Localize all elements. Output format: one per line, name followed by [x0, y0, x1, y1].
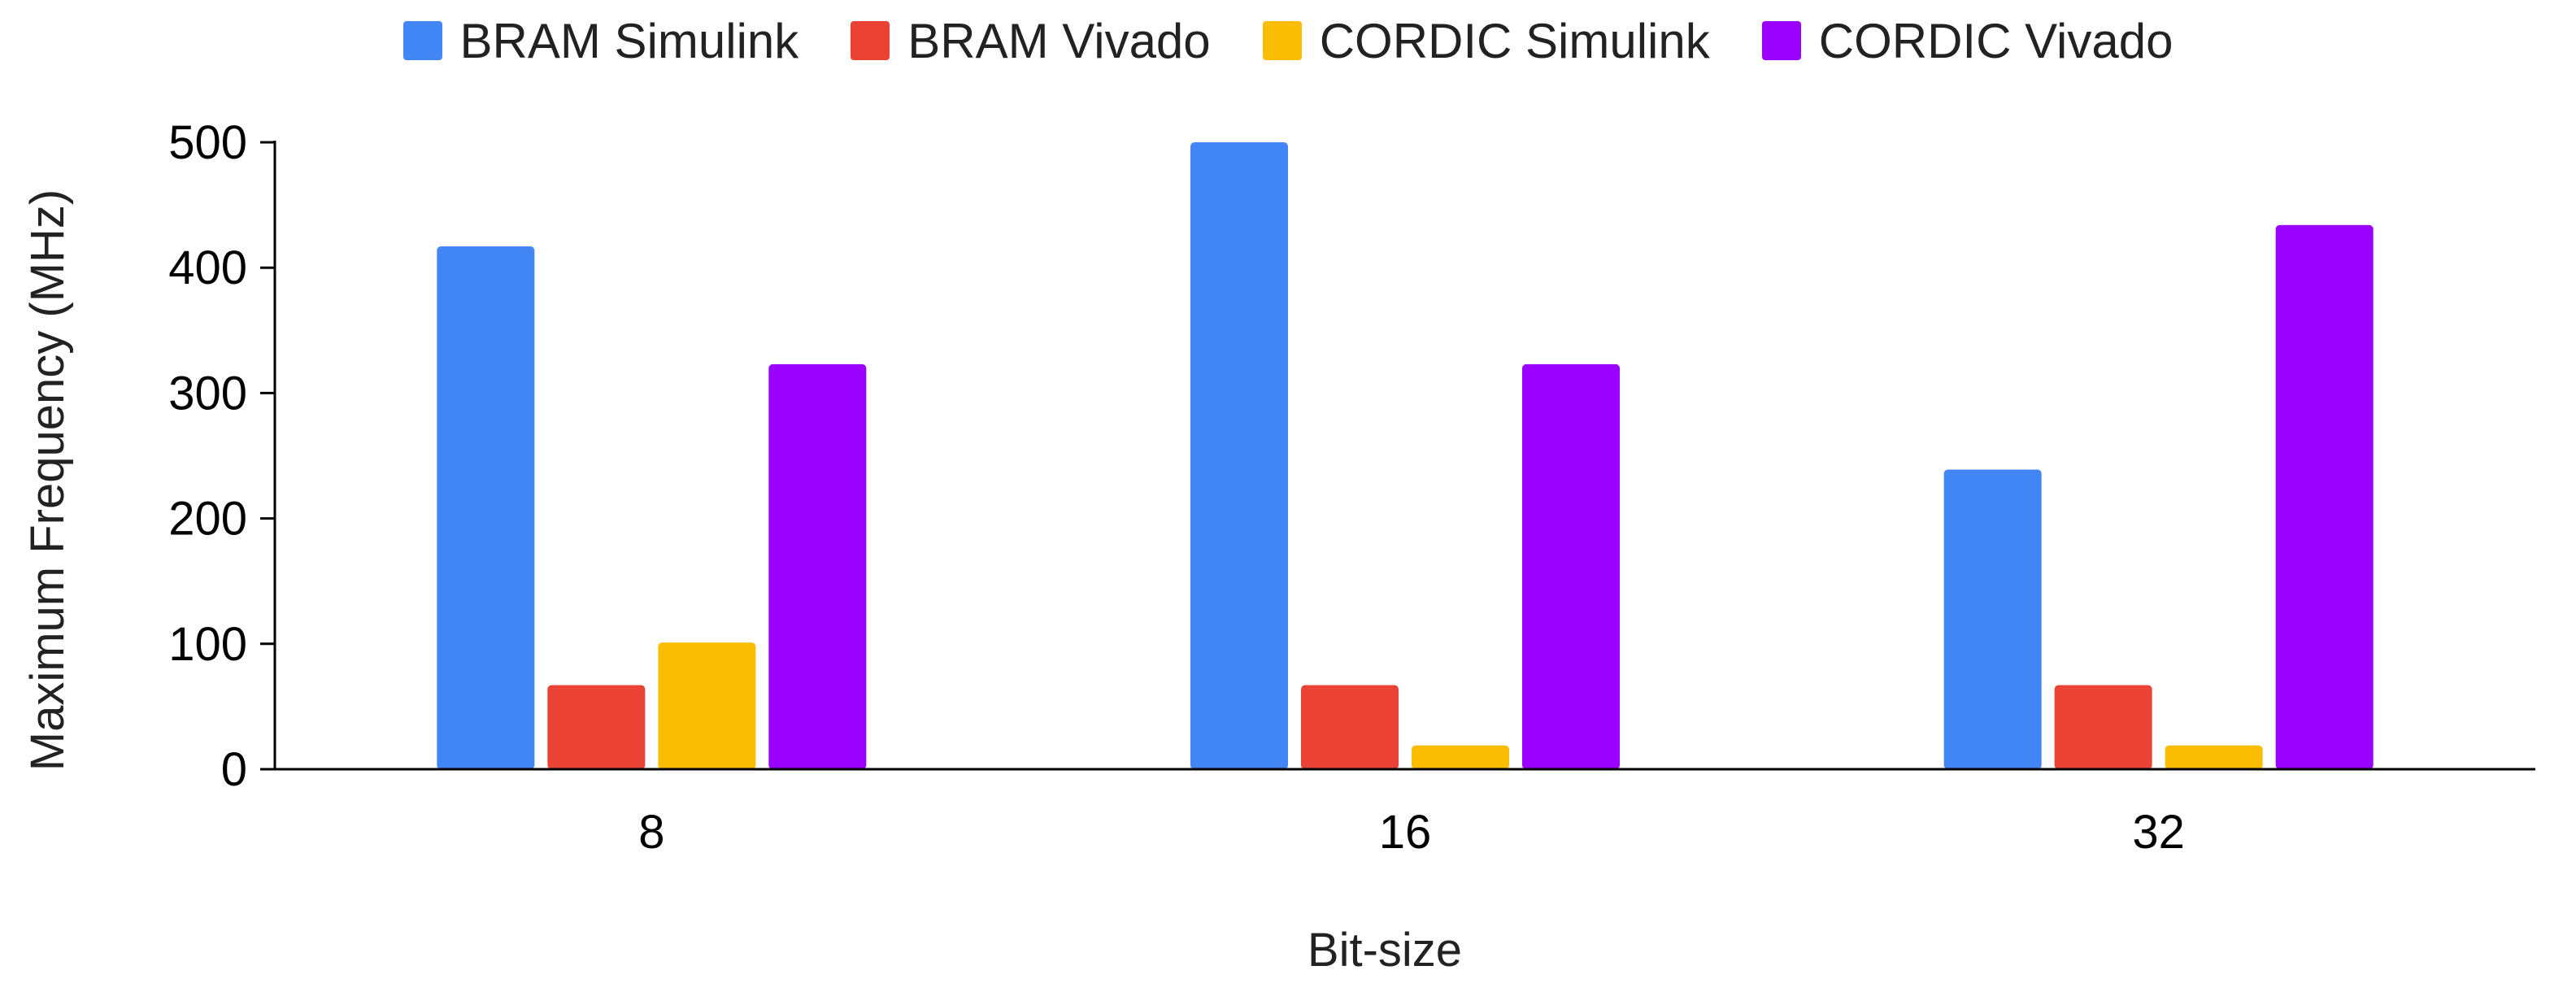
- y-tick-label: 400: [168, 241, 247, 294]
- x-axis-title: Bit-size: [1308, 924, 1462, 977]
- x-axis-ticks: 8 16 32: [638, 806, 2185, 859]
- x-tick-label: 16: [1379, 806, 1432, 859]
- x-tick-label: 8: [638, 806, 664, 859]
- legend-label: BRAM Simulink: [459, 13, 799, 68]
- legend-label: CORDIC Simulink: [1319, 13, 1710, 68]
- bar-bram-vivado-8: [547, 685, 646, 769]
- bar-bram-simulink-16: [1190, 142, 1288, 769]
- y-axis-ticks: 0 100 200 300 400 500: [168, 116, 275, 796]
- bar-cordic-simulink-32: [2165, 745, 2263, 769]
- bars: [437, 142, 2374, 770]
- y-tick-label: 100: [168, 618, 247, 671]
- y-tick-label: 300: [168, 367, 247, 420]
- bar-cordic-vivado-32: [2275, 224, 2374, 770]
- legend-swatch: [851, 21, 890, 60]
- legend-item-cordic-vivado: CORDIC Vivado: [1761, 13, 2174, 69]
- legend-swatch: [1761, 21, 1801, 60]
- legend-swatch: [1262, 21, 1302, 60]
- y-tick-label: 0: [221, 743, 247, 796]
- y-tick-label: 500: [168, 116, 247, 169]
- x-tick-label: 32: [2132, 806, 2185, 859]
- legend-item-bram-simulink: BRAM Simulink: [402, 13, 799, 69]
- bar-cordic-simulink-8: [658, 642, 756, 769]
- legend-item-cordic-simulink: CORDIC Simulink: [1262, 13, 1710, 69]
- legend-item-bram-vivado: BRAM Vivado: [851, 13, 1211, 69]
- bar-cordic-vivado-8: [768, 363, 867, 769]
- legend-swatch: [402, 21, 442, 60]
- bar-bram-vivado-16: [1301, 685, 1399, 769]
- y-tick-label: 200: [168, 493, 247, 546]
- legend: BRAM Simulink BRAM Vivado CORDIC Simulin…: [0, 8, 2576, 73]
- legend-label: BRAM Vivado: [907, 13, 1211, 68]
- bar-bram-vivado-32: [2054, 685, 2152, 769]
- bar-bram-simulink-32: [1943, 469, 2042, 769]
- bar-cordic-simulink-16: [1412, 745, 1509, 769]
- legend-label: CORDIC Vivado: [1818, 13, 2174, 68]
- bar-bram-simulink-8: [437, 246, 535, 770]
- y-axis-title: Maximum Frequency (MHz): [21, 189, 74, 771]
- bar-cordic-vivado-16: [1522, 363, 1620, 769]
